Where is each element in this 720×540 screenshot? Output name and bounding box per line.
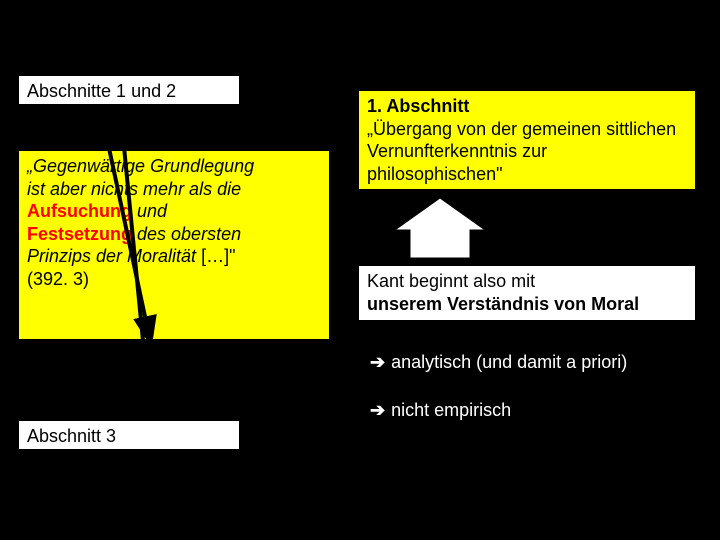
abschnitt1-title: 1. Abschnitt bbox=[367, 95, 687, 118]
quote-line-2: ist aber nichts mehr als die bbox=[27, 178, 321, 201]
kant-line1: Kant beginnt also mit bbox=[367, 270, 687, 293]
quote-line-3: Aufsuchung und bbox=[27, 200, 321, 223]
bullet-nicht-empirisch: ➔nicht empirisch bbox=[370, 400, 511, 421]
bullet-analytisch: ➔analytisch (und damit a priori) bbox=[370, 352, 627, 373]
box-kant: Kant beginnt also mit unserem Verständni… bbox=[358, 265, 696, 321]
arrow-right-icon: ➔ bbox=[370, 352, 385, 373]
box-quote: „Gegenwärtige Grundlegung ist aber nicht… bbox=[18, 150, 330, 340]
kant-line2: unserem Verständnis von Moral bbox=[367, 293, 687, 316]
quote-line-4: Festsetzung des obersten bbox=[27, 223, 321, 246]
box-abschnitt-1: 1. Abschnitt „Übergang von der gemeinen … bbox=[358, 90, 696, 190]
box-abschnitt-3: Abschnitt 3 bbox=[18, 420, 240, 450]
abschnitt3-text: Abschnitt 3 bbox=[27, 426, 116, 446]
quote-line-1: „Gegenwärtige Grundlegung bbox=[27, 155, 321, 178]
quote-line-6: (392. 3) bbox=[27, 268, 321, 291]
up-block-arrow-icon bbox=[395, 198, 485, 258]
quote-line-5: Prinzips der Moralität […]" bbox=[27, 245, 321, 268]
abschnitte12-text: Abschnitte 1 und 2 bbox=[27, 81, 176, 101]
box-abschnitte-1-2: Abschnitte 1 und 2 bbox=[18, 75, 240, 105]
abschnitt1-body: „Übergang von der gemeinen sittlichen Ve… bbox=[367, 118, 687, 186]
arrow-right-icon: ➔ bbox=[370, 400, 385, 421]
